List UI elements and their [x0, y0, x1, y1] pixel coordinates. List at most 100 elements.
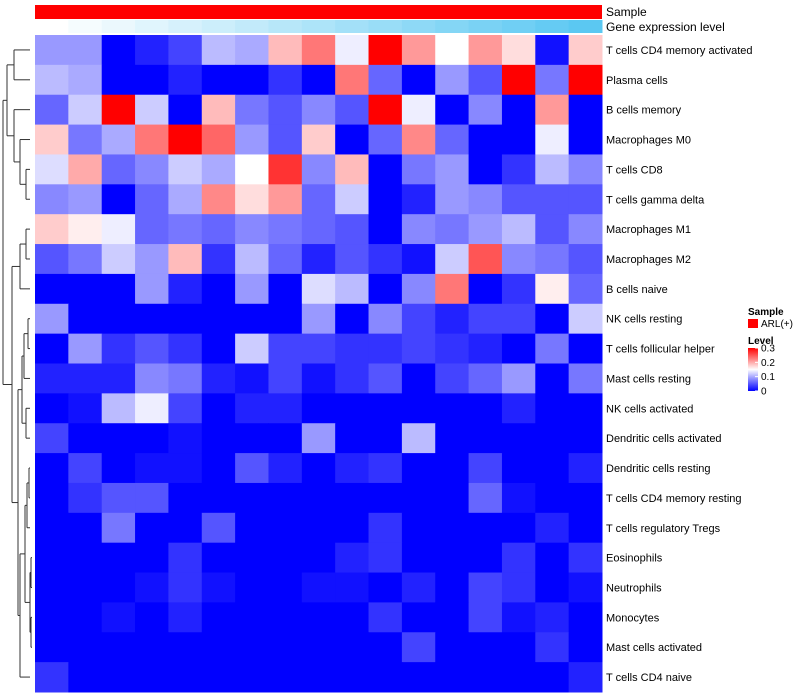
heatmap-cell — [35, 94, 69, 126]
heatmap-cells — [35, 35, 603, 693]
heatmap-cell — [568, 244, 603, 275]
heatmap-cell — [568, 453, 603, 484]
heatmap-cell — [301, 333, 336, 364]
heatmap-cell — [268, 273, 303, 305]
heatmap-cell — [235, 482, 269, 514]
heatmap-cell — [101, 64, 136, 96]
heatmap-cell — [101, 124, 136, 155]
sample-track — [35, 5, 602, 19]
sample-track-label: Sample — [606, 5, 647, 19]
heatmap-cell — [268, 662, 303, 693]
legend-sample-title: Sample — [748, 307, 784, 318]
heatmap-cell — [401, 184, 436, 215]
heatmap-cell — [135, 423, 169, 454]
heatmap-cell — [235, 333, 269, 364]
heatmap-cell — [301, 453, 336, 484]
heatmap-cell — [535, 602, 570, 633]
heatmap-cell — [368, 453, 403, 484]
row-label: T cells CD8 — [606, 164, 663, 176]
heatmap-cell — [168, 184, 203, 215]
heatmap-cell — [235, 542, 269, 574]
heatmap-cell — [268, 482, 303, 514]
heatmap-cell — [568, 482, 603, 514]
heatmap-cell — [135, 662, 169, 693]
heatmap-cell — [501, 333, 536, 364]
heatmap-cell — [535, 124, 570, 155]
heatmap-cell — [101, 363, 136, 394]
heatmap-cell — [268, 393, 303, 424]
heatmap-cell — [501, 662, 536, 693]
heatmap-cell — [368, 244, 403, 275]
heatmap-cell — [268, 423, 303, 454]
heatmap-cell — [368, 423, 403, 454]
heatmap-cell — [101, 184, 136, 215]
row-label: T cells CD4 naive — [606, 672, 692, 684]
gene-expression-track-label: Gene expression level — [606, 20, 725, 34]
heatmap-cell — [268, 184, 303, 215]
heatmap-cell — [201, 303, 236, 335]
heatmap-cell — [435, 333, 470, 364]
heatmap-cell — [135, 482, 169, 514]
heatmap-cell — [201, 632, 236, 663]
heatmap-cell — [401, 602, 436, 633]
heatmap-cell — [68, 214, 103, 245]
heatmap-cell — [568, 512, 603, 544]
heatmap-cell — [401, 35, 436, 66]
heatmap-cell — [501, 363, 536, 394]
row-labels: T cells CD4 memory activated Plasma cells… — [606, 45, 753, 684]
heatmap-cell — [501, 453, 536, 484]
heatmap-cell — [301, 124, 336, 155]
heatmap-cell — [35, 662, 69, 693]
heatmap-cell — [268, 244, 303, 275]
heatmap-cell — [201, 214, 236, 245]
legend-tick-label: 0 — [761, 387, 767, 398]
heatmap-cell — [468, 602, 503, 633]
heatmap-cell — [35, 64, 69, 96]
gene-expression-cell — [301, 20, 336, 33]
heatmap-cell — [201, 423, 236, 454]
heatmap-cell — [135, 453, 169, 484]
gene-expression-cell — [68, 20, 103, 33]
heatmap-cell — [535, 423, 570, 454]
heatmap-cell — [168, 303, 203, 335]
heatmap-cell — [335, 542, 370, 574]
heatmap-cell — [235, 512, 269, 544]
legend-tick-label: 0.3 — [761, 344, 775, 355]
heatmap-cell — [101, 453, 136, 484]
heatmap-cell — [535, 393, 570, 424]
heatmap-cell — [435, 512, 470, 544]
heatmap-cell — [268, 363, 303, 394]
heatmap-cell — [168, 482, 203, 514]
heatmap-cell — [368, 64, 403, 96]
heatmap-cell — [468, 64, 503, 96]
heatmap-cell — [335, 393, 370, 424]
row-label: T cells CD4 memory activated — [606, 45, 753, 57]
heatmap-cell — [468, 35, 503, 66]
heatmap-cell — [401, 214, 436, 245]
heatmap-cell — [301, 662, 336, 693]
heatmap-cell — [168, 542, 203, 574]
heatmap-cell — [235, 662, 269, 693]
heatmap-cell — [35, 184, 69, 215]
heatmap-cell — [468, 363, 503, 394]
heatmap-cell — [201, 124, 236, 155]
heatmap-cell — [35, 602, 69, 633]
heatmap-cell — [501, 512, 536, 544]
heatmap-cell — [368, 124, 403, 155]
heatmap-cell — [35, 363, 69, 394]
heatmap-cell — [268, 303, 303, 335]
heatmap-cell — [401, 363, 436, 394]
heatmap-cell — [235, 64, 269, 96]
row-label: Mast cells activated — [606, 642, 702, 654]
heatmap-cell — [568, 154, 603, 185]
heatmap-cell — [201, 482, 236, 514]
heatmap-cell — [235, 423, 269, 454]
heatmap-cell — [435, 363, 470, 394]
heatmap-cell — [568, 303, 603, 335]
row-label: Plasma cells — [606, 75, 668, 87]
heatmap-cell — [201, 273, 236, 305]
heatmap-cell — [368, 94, 403, 126]
heatmap-cell — [301, 423, 336, 454]
row-label: B cells naive — [606, 284, 668, 296]
heatmap-cell — [35, 632, 69, 663]
